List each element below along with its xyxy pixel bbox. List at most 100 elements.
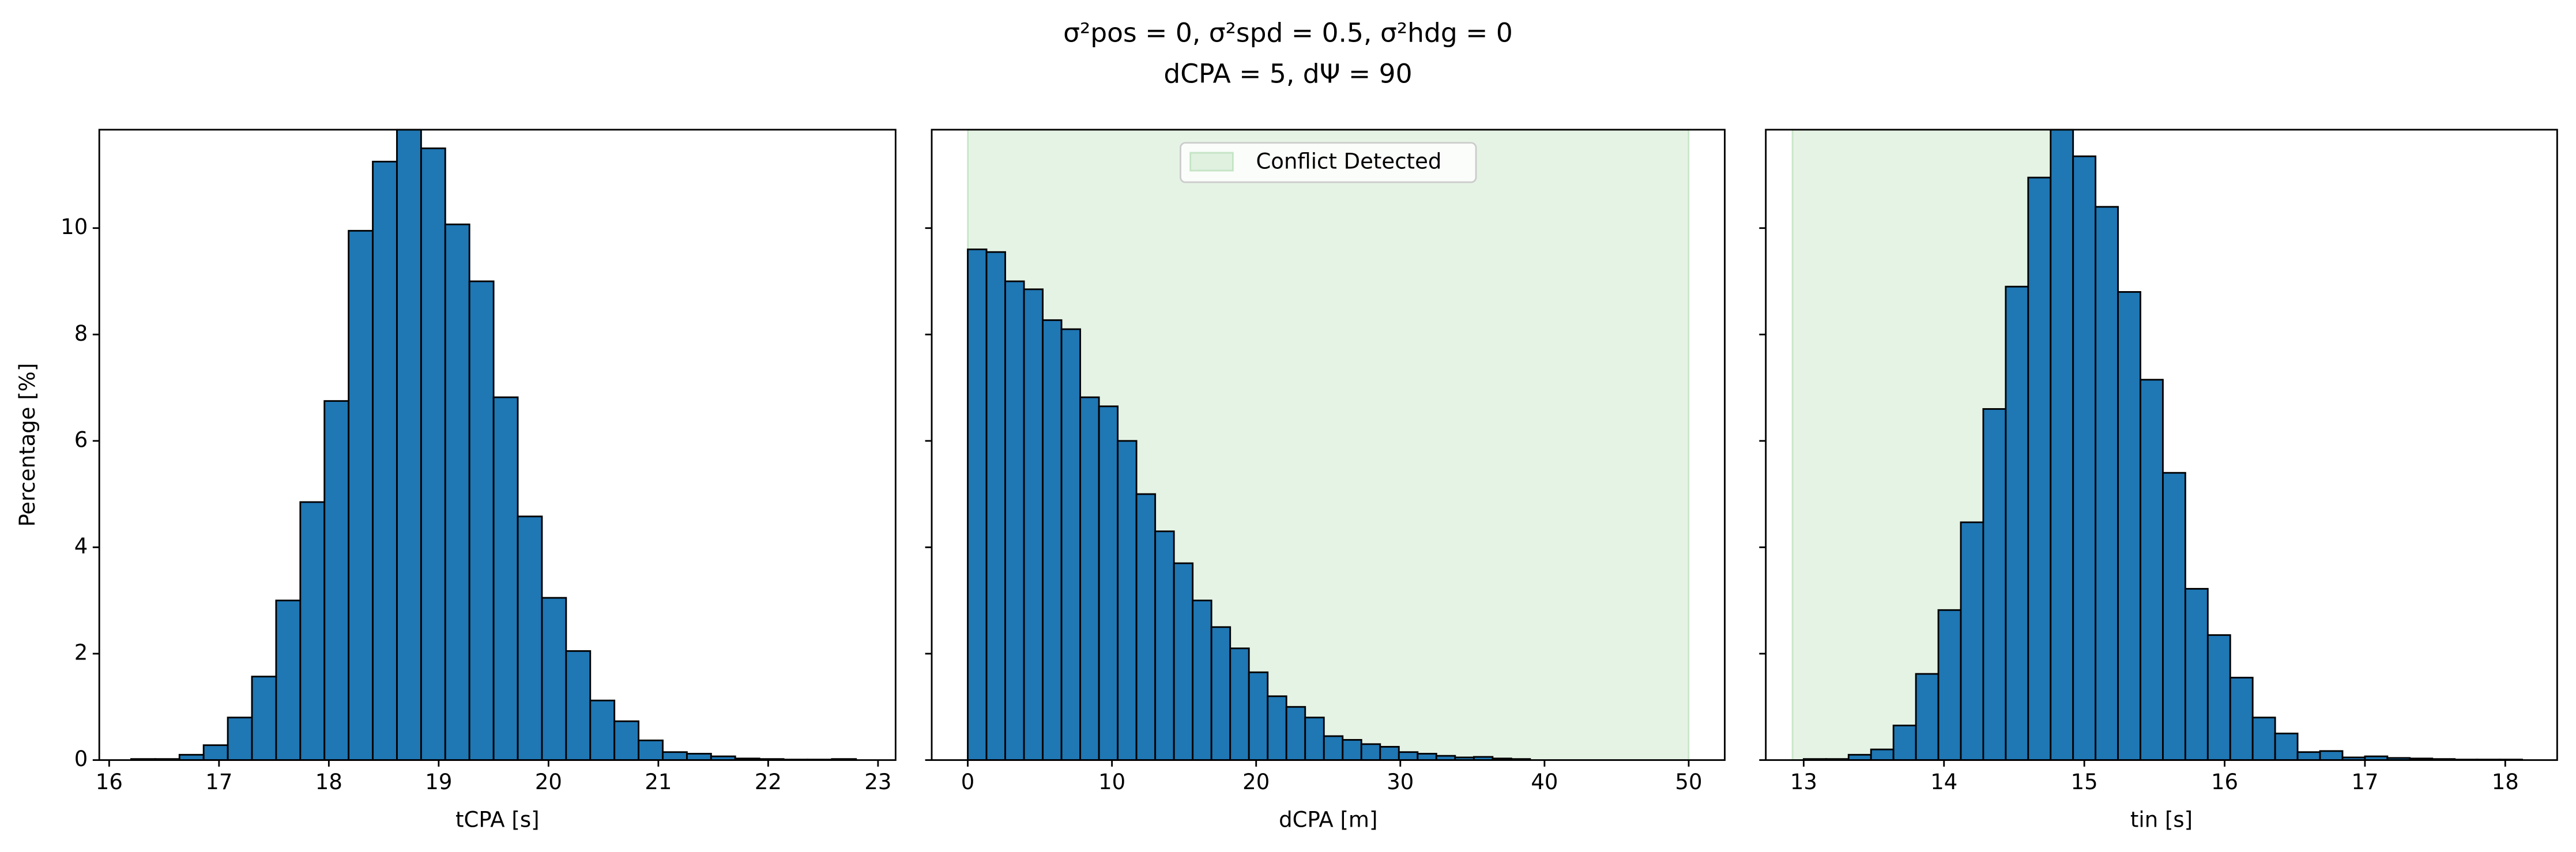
bar: [1960, 521, 1984, 761]
x-tick-label: 17: [2351, 770, 2378, 794]
x-tick-label: 16: [2211, 770, 2238, 794]
x-tick-label: 19: [425, 770, 452, 794]
bar: [2184, 587, 2209, 761]
x-tick-label: 18: [2492, 770, 2519, 794]
bar: [1060, 328, 1082, 761]
bar: [985, 251, 1006, 761]
bar: [541, 597, 567, 761]
bar: [686, 753, 712, 761]
bar: [492, 396, 519, 761]
x-tick-label: 21: [645, 770, 672, 794]
legend-label: Conflict Detected: [1256, 149, 1441, 174]
axes-frame: [98, 129, 897, 761]
y-tick-label: 8: [74, 321, 88, 346]
bar: [517, 515, 543, 761]
bar: [2296, 751, 2321, 761]
bar: [1285, 706, 1306, 761]
bar: [1892, 725, 1917, 761]
y-tick-label: 6: [74, 427, 88, 452]
x-axis-label: tin [s]: [2130, 807, 2193, 832]
y-tick-label: 0: [74, 747, 88, 771]
bar: [2140, 379, 2164, 761]
bar: [420, 147, 446, 761]
bar: [251, 676, 277, 761]
x-tick-label: 15: [2071, 770, 2098, 794]
bar: [468, 280, 495, 761]
x-tick-label: 18: [315, 770, 342, 794]
x-tick-label: 40: [1531, 770, 1558, 794]
x-axis-label: dCPA [m]: [1279, 807, 1377, 832]
x-tick-label: 17: [205, 770, 232, 794]
x-tick-label: 0: [961, 770, 975, 794]
y-tick-label: 4: [74, 534, 88, 559]
bar: [1135, 493, 1157, 761]
bar: [2251, 717, 2276, 761]
x-tick-label: 23: [864, 770, 891, 794]
x-tick-label: 22: [755, 770, 782, 794]
bar: [589, 699, 616, 761]
bar: [202, 744, 229, 761]
x-tick-label: 13: [1790, 770, 1817, 794]
x-tick-label: 10: [1098, 770, 1125, 794]
title-line: dCPA = 5, dΨ = 90: [1163, 58, 1412, 89]
bar: [2274, 732, 2299, 761]
bar: [2027, 176, 2052, 761]
x-axis-label: tCPA [s]: [455, 807, 540, 832]
x-tick-label: 14: [1930, 770, 1957, 794]
bar: [299, 501, 326, 761]
bar: [967, 248, 988, 761]
y-tick-label: 2: [74, 640, 88, 665]
bar: [1937, 609, 1962, 761]
title-line: σ²pos = 0, σ²spd = 0.5, σ²hdg = 0: [1063, 17, 1513, 48]
y-axis-label: Percentage [%]: [15, 363, 40, 527]
bar: [323, 400, 350, 761]
bar: [1342, 739, 1362, 761]
bar: [1004, 280, 1025, 761]
bar: [2005, 285, 2029, 761]
legend-swatch: [1189, 152, 1234, 172]
bar: [1042, 319, 1063, 761]
bar: [1210, 626, 1231, 761]
bar: [2319, 750, 2344, 761]
x-tick-label: 20: [535, 770, 562, 794]
bar: [1870, 748, 1895, 761]
bar: [1098, 405, 1119, 761]
bar: [2050, 129, 2074, 761]
bar: [2162, 472, 2186, 761]
bar: [1267, 695, 1287, 761]
bar: [1304, 717, 1325, 761]
bar: [1079, 396, 1100, 761]
bar: [396, 129, 422, 761]
axes-frame: [1765, 129, 2558, 761]
bar: [1154, 530, 1175, 761]
bar: [2095, 206, 2119, 761]
bar: [1398, 751, 1419, 761]
bar: [1915, 673, 1939, 761]
bar: [1982, 408, 2007, 761]
bar: [2117, 291, 2141, 761]
legend-box: [1180, 142, 1477, 183]
bar: [565, 650, 592, 761]
x-tick-label: 16: [96, 770, 123, 794]
bar: [2072, 155, 2097, 761]
bar: [638, 739, 664, 761]
bar: [2229, 677, 2254, 761]
bar: [613, 720, 640, 761]
bar: [1023, 288, 1044, 761]
bar: [662, 751, 688, 761]
bar: [227, 717, 253, 761]
bar: [1248, 671, 1269, 761]
bar: [1323, 735, 1344, 761]
bar: [372, 160, 398, 761]
bar: [1379, 746, 1400, 761]
axes-frame: [931, 129, 1726, 761]
bar: [1173, 562, 1194, 761]
bar: [1229, 647, 1250, 761]
bar: [2206, 634, 2231, 761]
bar: [1117, 440, 1138, 761]
bar: [1417, 753, 1437, 761]
y-tick-label: 10: [61, 214, 88, 239]
bar: [1360, 743, 1381, 761]
x-tick-label: 20: [1242, 770, 1270, 794]
